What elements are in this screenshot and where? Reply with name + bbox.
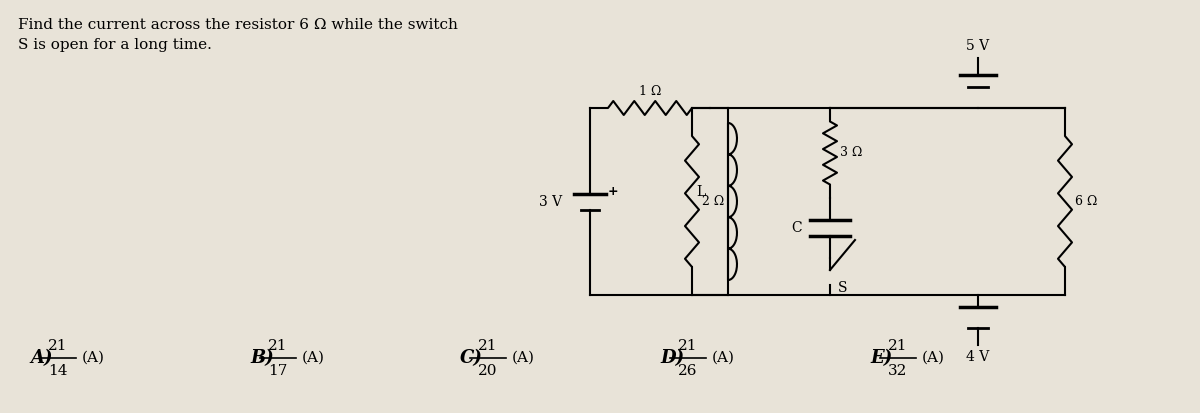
Text: 21: 21	[479, 339, 498, 353]
Text: B): B)	[250, 349, 274, 367]
Text: 3 Ω: 3 Ω	[840, 147, 863, 159]
Text: L: L	[697, 185, 706, 199]
Text: 2 Ω: 2 Ω	[702, 195, 725, 208]
Text: 21: 21	[48, 339, 67, 353]
Text: 14: 14	[48, 364, 67, 378]
Text: S is open for a long time.: S is open for a long time.	[18, 38, 212, 52]
Text: (A): (A)	[512, 351, 535, 365]
Text: 6 Ω: 6 Ω	[1075, 195, 1097, 208]
Text: C): C)	[460, 349, 482, 367]
Text: (A): (A)	[302, 351, 325, 365]
Text: (A): (A)	[82, 351, 106, 365]
Text: 26: 26	[678, 364, 697, 378]
Text: C: C	[791, 221, 802, 235]
Text: S: S	[838, 281, 847, 295]
Text: (A): (A)	[712, 351, 734, 365]
Text: 4 V: 4 V	[966, 350, 989, 364]
Text: D): D)	[660, 349, 684, 367]
Text: 20: 20	[479, 364, 498, 378]
Text: 17: 17	[269, 364, 288, 378]
Text: 32: 32	[888, 364, 907, 378]
Text: 21: 21	[678, 339, 697, 353]
Text: E): E)	[870, 349, 893, 367]
Text: 3 V: 3 V	[539, 195, 562, 209]
Text: 21: 21	[888, 339, 907, 353]
Text: Find the current across the resistor 6 Ω while the switch: Find the current across the resistor 6 Ω…	[18, 18, 458, 32]
Text: A): A)	[30, 349, 53, 367]
Text: 5 V: 5 V	[966, 39, 989, 53]
Text: (A): (A)	[922, 351, 946, 365]
Text: 21: 21	[269, 339, 288, 353]
Text: +: +	[608, 185, 619, 198]
Text: 1 Ω: 1 Ω	[638, 85, 661, 98]
